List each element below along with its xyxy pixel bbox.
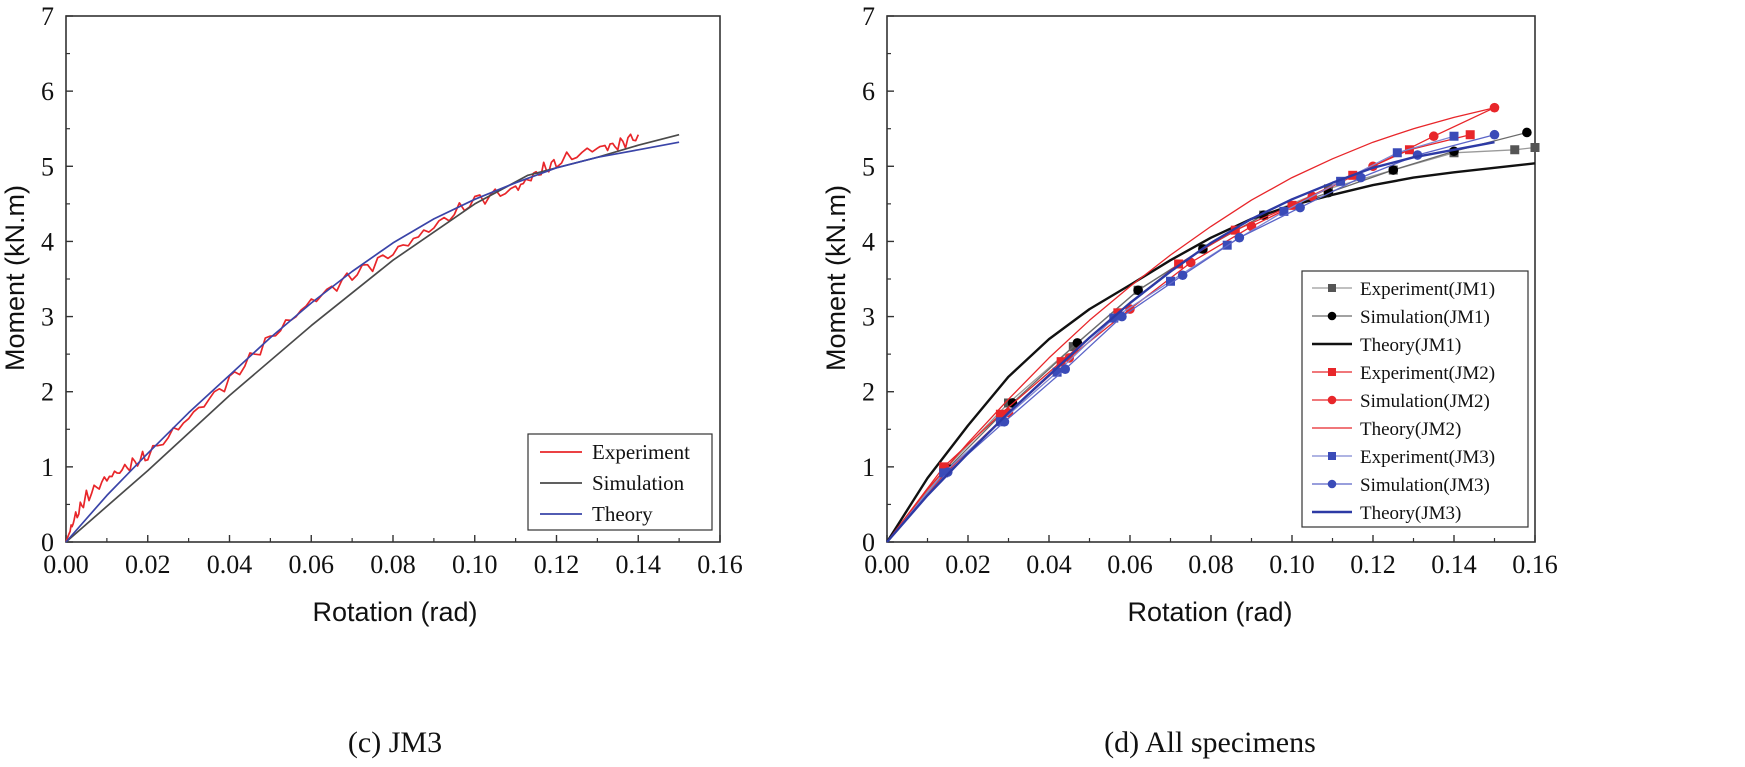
x-axis-title: Rotation (rad): [312, 597, 477, 627]
y-tick-label: 4: [862, 227, 875, 256]
chart-panel-jm3: (c) JM3 Rotation (rad) Moment (kN.m) 0.0…: [0, 2, 743, 759]
y-tick-label: 0: [41, 528, 54, 557]
data-marker-square: [1392, 148, 1402, 158]
data-marker-circle: [1133, 285, 1143, 296]
data-marker-square: [1287, 200, 1297, 210]
series-line: [65, 133, 680, 543]
data-marker-square: [1336, 176, 1346, 186]
y-tick-label: 2: [41, 378, 54, 407]
x-tick-label: 0.16: [697, 550, 743, 579]
legend-label: Simulation(JM1): [1360, 307, 1490, 328]
data-marker-circle: [942, 467, 953, 477]
series-line: [65, 141, 680, 543]
data-marker-square: [995, 409, 1005, 419]
x-tick-label: 0.14: [616, 550, 662, 579]
series-line: [886, 141, 1495, 543]
data-marker-square: [1530, 143, 1540, 152]
legend-marker-square: [1328, 284, 1336, 292]
data-marker-circle: [1522, 127, 1532, 138]
x-tick-label: 0.14: [1431, 550, 1477, 579]
y-tick-label: 4: [41, 227, 54, 256]
y-tick-label: 1: [41, 453, 54, 482]
x-tick-label: 0.12: [1350, 550, 1396, 579]
data-marker-circle: [1295, 202, 1305, 213]
data-marker-circle: [1177, 270, 1188, 281]
y-tick-label: 6: [41, 77, 54, 106]
y-tick-label: 7: [862, 2, 875, 31]
data-marker-square: [1465, 130, 1475, 140]
data-marker-square: [1230, 225, 1240, 235]
legend-marker-square: [1328, 452, 1336, 460]
data-marker-square: [1449, 131, 1459, 141]
legend-label: Theory(JM3): [1360, 503, 1461, 524]
x-axis-title: Rotation (rad): [1127, 597, 1292, 627]
x-tick-label: 0.00: [43, 550, 89, 579]
legend-label: Experiment(JM3): [1360, 447, 1495, 468]
x-tick-label: 0.08: [370, 550, 416, 579]
x-tick-label: 0.06: [1107, 550, 1153, 579]
legend-label: Theory(JM1): [1360, 335, 1461, 356]
x-tick-label: 0.10: [1269, 550, 1315, 579]
x-tick-label: 0.08: [1188, 550, 1234, 579]
y-tick-label: 3: [41, 303, 54, 332]
data-marker-circle: [1388, 165, 1399, 175]
y-tick-label: 3: [862, 303, 875, 332]
data-marker-circle: [1356, 172, 1366, 183]
y-tick-label: 7: [41, 2, 54, 31]
x-tick-label: 0.02: [945, 550, 991, 579]
panel-caption: (c) JM3: [348, 726, 442, 759]
y-tick-label: 2: [862, 378, 875, 407]
legend-label: Experiment(JM2): [1360, 363, 1495, 384]
data-marker-square: [939, 462, 949, 472]
data-marker-circle: [1117, 311, 1127, 322]
legend-label: Experiment: [592, 440, 690, 464]
y-axis-title: Moment (kN.m): [821, 185, 851, 371]
data-marker-circle: [1489, 102, 1500, 113]
legend-label: Simulation: [592, 471, 685, 495]
legend-marker-circle: [1327, 395, 1337, 405]
y-axis-title: Moment (kN.m): [0, 185, 30, 371]
y-tick-label: 0: [862, 528, 875, 557]
x-tick-label: 0.16: [1512, 550, 1558, 579]
x-tick-label: 0.00: [864, 550, 910, 579]
x-tick-label: 0.06: [289, 550, 335, 579]
legend-label: Theory(JM2): [1360, 419, 1461, 440]
data-marker-square: [1279, 206, 1289, 216]
data-marker-square: [1510, 145, 1520, 155]
data-marker-square: [1052, 367, 1062, 377]
panel-caption: (d) All specimens: [1104, 726, 1316, 759]
data-marker-square: [1174, 259, 1184, 269]
legend-box: [1301, 270, 1529, 528]
y-tick-label: 5: [41, 152, 54, 181]
data-marker-circle: [1428, 131, 1439, 142]
x-tick-label: 0.04: [1026, 550, 1072, 579]
y-tick-label: 5: [862, 152, 875, 181]
chart-panel-all-specimens: (d) All specimens Rotation (rad) Moment …: [821, 2, 1558, 759]
legend-marker-circle: [1327, 311, 1337, 321]
legend-marker-circle: [1327, 479, 1337, 489]
legend-label: Simulation(JM2): [1360, 391, 1490, 412]
data-marker-square: [1166, 276, 1175, 286]
x-tick-label: 0.02: [125, 550, 171, 579]
x-tick-label: 0.04: [207, 550, 253, 579]
data-marker-square: [1056, 357, 1066, 367]
legend-label: Experiment(JM1): [1360, 279, 1495, 300]
legend-marker-square: [1328, 368, 1336, 376]
x-tick-label: 0.10: [452, 550, 498, 579]
legend-label: Simulation(JM3): [1360, 475, 1490, 496]
data-marker-circle: [1060, 364, 1070, 374]
x-tick-label: 0.12: [534, 550, 580, 579]
series-line: [886, 107, 1495, 543]
data-marker-circle: [1234, 232, 1245, 243]
data-marker-circle: [1489, 129, 1500, 140]
y-tick-label: 6: [862, 77, 875, 106]
legend-label: Theory: [592, 502, 653, 526]
series-line: [885, 162, 1536, 543]
y-tick-label: 1: [862, 453, 875, 482]
